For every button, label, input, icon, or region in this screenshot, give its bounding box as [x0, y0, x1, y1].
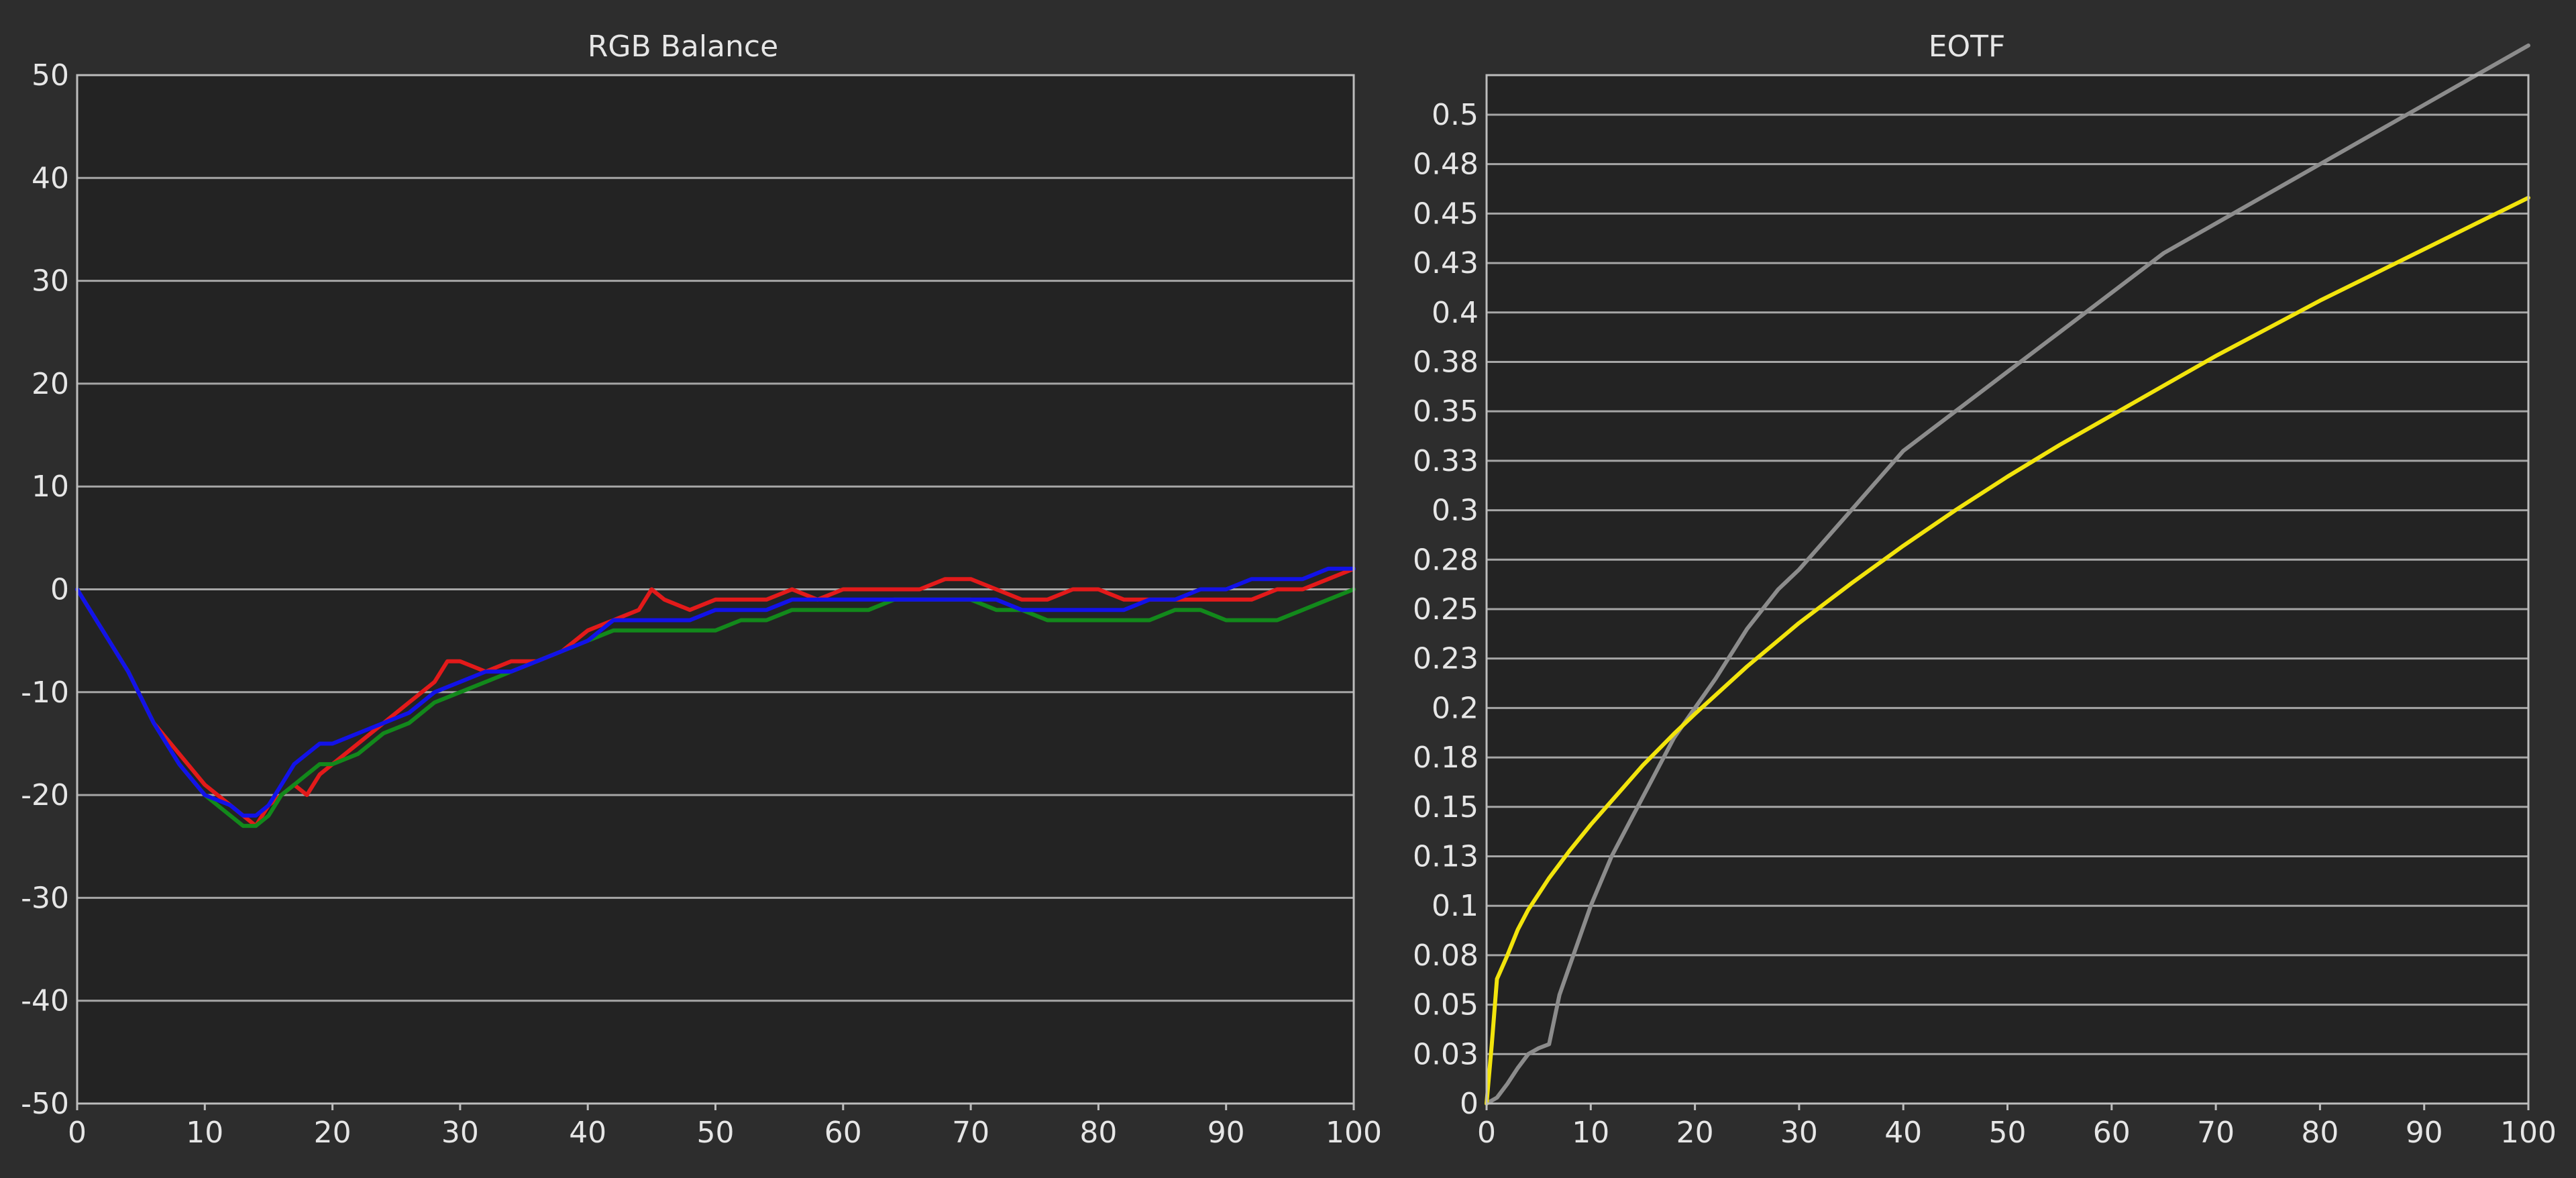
- eotf-y-tick-label: 0.4: [1432, 296, 1479, 330]
- rgb-balance-y-tick-label: 40: [32, 161, 69, 195]
- eotf-y-tick-label: 0.13: [1413, 839, 1479, 873]
- eotf-x-tick-label: 60: [2093, 1116, 2131, 1150]
- eotf-y-tick-labels: 0 0.03 0.05 0.08 0.1 0.13 0.15 0.18 0.2 0.23 0.25 0…: [1413, 98, 1479, 1121]
- eotf-x-tick-labels: 0 10 20 30 40 50 60 70 80 90 100: [1477, 1104, 2557, 1150]
- eotf-y-tick-label: 0.48: [1413, 148, 1479, 182]
- eotf-series-group: [1485, 43, 2530, 1106]
- eotf-y-tick-label: 0.15: [1413, 790, 1479, 824]
- eotf-y-tick-label: 0.5: [1432, 98, 1479, 132]
- eotf-grid: [1487, 113, 2528, 1105]
- rgb-balance-x-tick-label: 70: [952, 1116, 989, 1150]
- rgb-balance-x-tick-label: 30: [441, 1116, 479, 1150]
- eotf-y-tick-label: 0.08: [1413, 939, 1479, 973]
- rgb-balance-x-tick-label: 100: [1326, 1116, 1382, 1150]
- rgb-balance-x-tick-labels: 0 10 20 30 40 50 60 70 80 90 100: [68, 1104, 1382, 1150]
- eotf-series-line-0: [1485, 43, 2530, 1106]
- rgb-balance-y-tick-label: 10: [32, 470, 69, 504]
- eotf-y-tick-label: 0.45: [1413, 197, 1479, 231]
- eotf-y-tick-label: 0.43: [1413, 246, 1479, 280]
- eotf-y-tick-label: 0.1: [1432, 889, 1479, 923]
- eotf-x-tick-label: 100: [2500, 1116, 2557, 1150]
- rgb-balance-series-line-2: [75, 566, 1356, 818]
- rgb-balance-x-tick-label: 10: [186, 1116, 223, 1150]
- rgb-balance-x-tick-label: 40: [569, 1116, 606, 1150]
- eotf-x-tick-label: 0: [1477, 1116, 1496, 1150]
- eotf-x-tick-label: 70: [2197, 1116, 2235, 1150]
- eotf-chart: EOTF 0 0.03 0.05 0.08 0.1 0.13 0.15 0.18 0.2 0.23…: [1413, 30, 2557, 1150]
- rgb-balance-title: RGB Balance: [588, 30, 778, 64]
- eotf-x-tick-label: 40: [1884, 1116, 1922, 1150]
- eotf-y-tick-label: 0.33: [1413, 444, 1479, 478]
- rgb-balance-y-tick-labels: 50 40 30 20 10 0 -10 -20 -30 -40 -50: [21, 58, 69, 1121]
- eotf-y-tick-label: 0.23: [1413, 642, 1479, 676]
- eotf-x-tick-label: 90: [2406, 1116, 2443, 1150]
- rgb-balance-y-tick-label: -50: [21, 1087, 69, 1121]
- rgb-balance-y-tick-label: -40: [21, 984, 69, 1018]
- eotf-y-tick-label: 0.28: [1413, 543, 1479, 577]
- rgb-balance-x-tick-label: 60: [824, 1116, 862, 1150]
- eotf-y-tick-label: 0.38: [1413, 345, 1479, 379]
- rgb-balance-x-tick-label: 80: [1079, 1116, 1117, 1150]
- rgb-balance-y-tick-label: -10: [21, 676, 69, 710]
- rgb-balance-y-tick-label: 20: [32, 367, 69, 401]
- rgb-balance-x-tick-label: 20: [314, 1116, 352, 1150]
- eotf-y-tick-label: 0.03: [1413, 1037, 1479, 1071]
- rgb-balance-x-tick-label: 50: [697, 1116, 735, 1150]
- eotf-x-tick-label: 20: [1676, 1116, 1714, 1150]
- eotf-x-tick-label: 30: [1780, 1116, 1818, 1150]
- eotf-y-tick-label: 0.25: [1413, 592, 1479, 627]
- rgb-balance-y-tick-label: -20: [21, 778, 69, 812]
- rgb-balance-series-line-1: [75, 587, 1356, 828]
- rgb-balance-y-tick-label: -30: [21, 881, 69, 915]
- eotf-y-tick-label: 0.2: [1432, 691, 1479, 725]
- eotf-y-tick-label: 0: [1460, 1087, 1479, 1121]
- eotf-x-tick-label: 10: [1572, 1116, 1609, 1150]
- eotf-y-tick-label: 0.05: [1413, 988, 1479, 1022]
- eotf-x-tick-label: 50: [1989, 1116, 2027, 1150]
- eotf-y-tick-label: 0.35: [1413, 394, 1479, 429]
- rgb-balance-x-tick-label: 90: [1208, 1116, 1245, 1150]
- rgb-balance-y-tick-label: 0: [50, 573, 69, 607]
- eotf-x-tick-label: 80: [2301, 1116, 2339, 1150]
- eotf-series-line-1: [1485, 195, 2530, 1106]
- rgb-balance-y-tick-label: 50: [32, 58, 69, 93]
- rgb-balance-series-group: [75, 566, 1356, 828]
- eotf-plot-area: [1487, 75, 2528, 1104]
- rgb-balance-y-tick-label: 30: [32, 264, 69, 299]
- eotf-title: EOTF: [1929, 30, 2006, 64]
- eotf-y-tick-label: 0.3: [1432, 494, 1479, 528]
- eotf-y-tick-label: 0.18: [1413, 741, 1479, 775]
- rgb-balance-x-tick-label: 0: [68, 1116, 87, 1150]
